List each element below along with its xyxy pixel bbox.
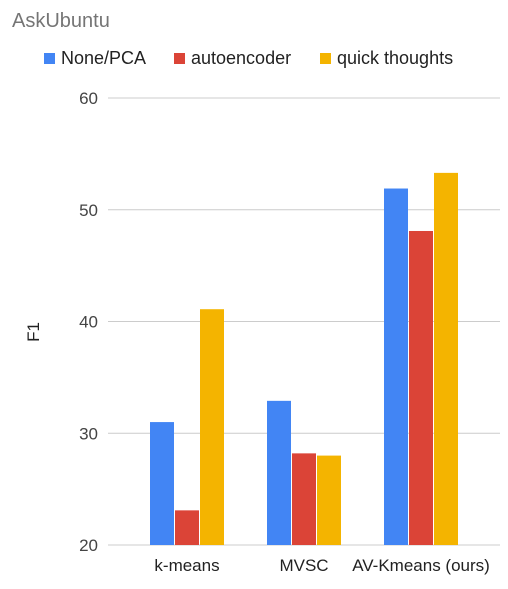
legend-swatch (174, 53, 185, 64)
legend-label: autoencoder (191, 48, 291, 68)
bar (150, 422, 174, 545)
legend-label: quick thoughts (337, 48, 453, 68)
bar (384, 188, 408, 545)
y-tick-label: 30 (79, 424, 98, 443)
y-tick-label: 50 (79, 201, 98, 220)
bar (434, 172, 458, 545)
x-category-label: MVSC (279, 556, 328, 575)
legend: None/PCA autoencoder quick thoughts (44, 48, 453, 68)
bar (267, 400, 291, 545)
x-category-label: AV-Kmeans (ours) (352, 556, 490, 575)
bar (317, 455, 341, 545)
x-axis-categories: k-means MVSC AV-Kmeans (ours) (154, 556, 489, 575)
bar (292, 453, 316, 545)
legend-label: None/PCA (61, 48, 146, 68)
y-tick-label: 40 (79, 313, 98, 332)
y-tick-label: 20 (79, 536, 98, 555)
legend-swatch (44, 53, 55, 64)
legend-swatch (320, 53, 331, 64)
y-axis-ticks: 20 30 40 50 60 (79, 89, 98, 555)
bars (150, 172, 458, 546)
x-category-label: k-means (154, 556, 219, 575)
chart-title: AskUbuntu (12, 10, 110, 32)
bar (175, 510, 199, 545)
y-tick-label: 60 (79, 89, 98, 108)
bar (200, 309, 224, 545)
y-axis-label: F1 (24, 322, 43, 342)
bar (409, 230, 433, 546)
